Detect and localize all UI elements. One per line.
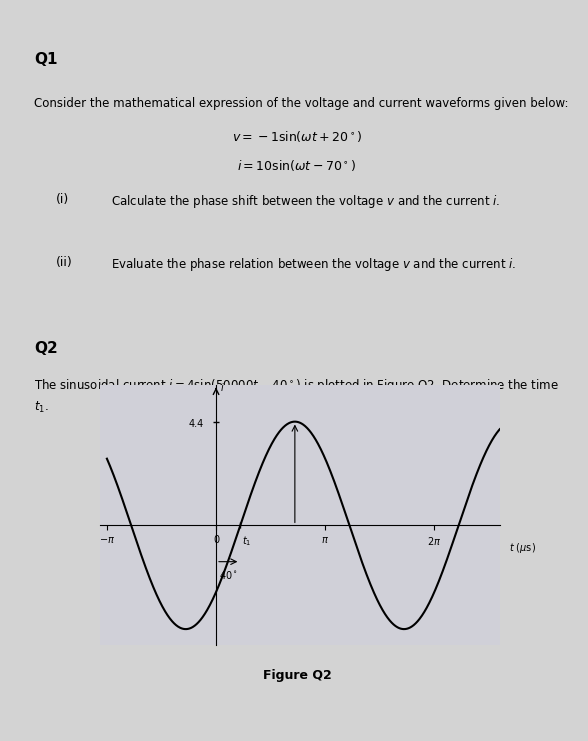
Text: 4.4: 4.4 [189, 419, 204, 429]
Text: $t_1$: $t_1$ [242, 534, 252, 548]
Text: Consider the mathematical expression of the voltage and current waveforms given : Consider the mathematical expression of … [35, 97, 569, 110]
Text: (i): (i) [56, 193, 69, 206]
Text: $i = 10\sin(\omega t - 70^\circ)$: $i = 10\sin(\omega t - 70^\circ)$ [238, 159, 356, 173]
Text: Q1: Q1 [35, 52, 58, 67]
Text: $i$: $i$ [219, 381, 224, 393]
Text: Calculate the phase shift between the voltage $v$ and the current $i$.: Calculate the phase shift between the vo… [111, 193, 500, 210]
Text: $40^\circ$: $40^\circ$ [219, 569, 238, 581]
Text: $t_1$.: $t_1$. [35, 400, 49, 415]
Text: (ii): (ii) [56, 256, 73, 269]
Text: The sinusoidal current $i = 4\sin(50000t - 40^\circ)$ is plotted in Figure Q2. D: The sinusoidal current $i = 4\sin(50000t… [35, 376, 559, 393]
Text: Figure Q2: Figure Q2 [263, 668, 331, 682]
Text: Evaluate the phase relation between the voltage $v$ and the current $i$.: Evaluate the phase relation between the … [111, 256, 516, 273]
Text: $t$ ($\mu$s): $t$ ($\mu$s) [509, 542, 536, 555]
Text: Q2: Q2 [35, 341, 58, 356]
Text: $v = -1\sin(\omega t + 20^\circ)$: $v = -1\sin(\omega t + 20^\circ)$ [232, 129, 362, 144]
